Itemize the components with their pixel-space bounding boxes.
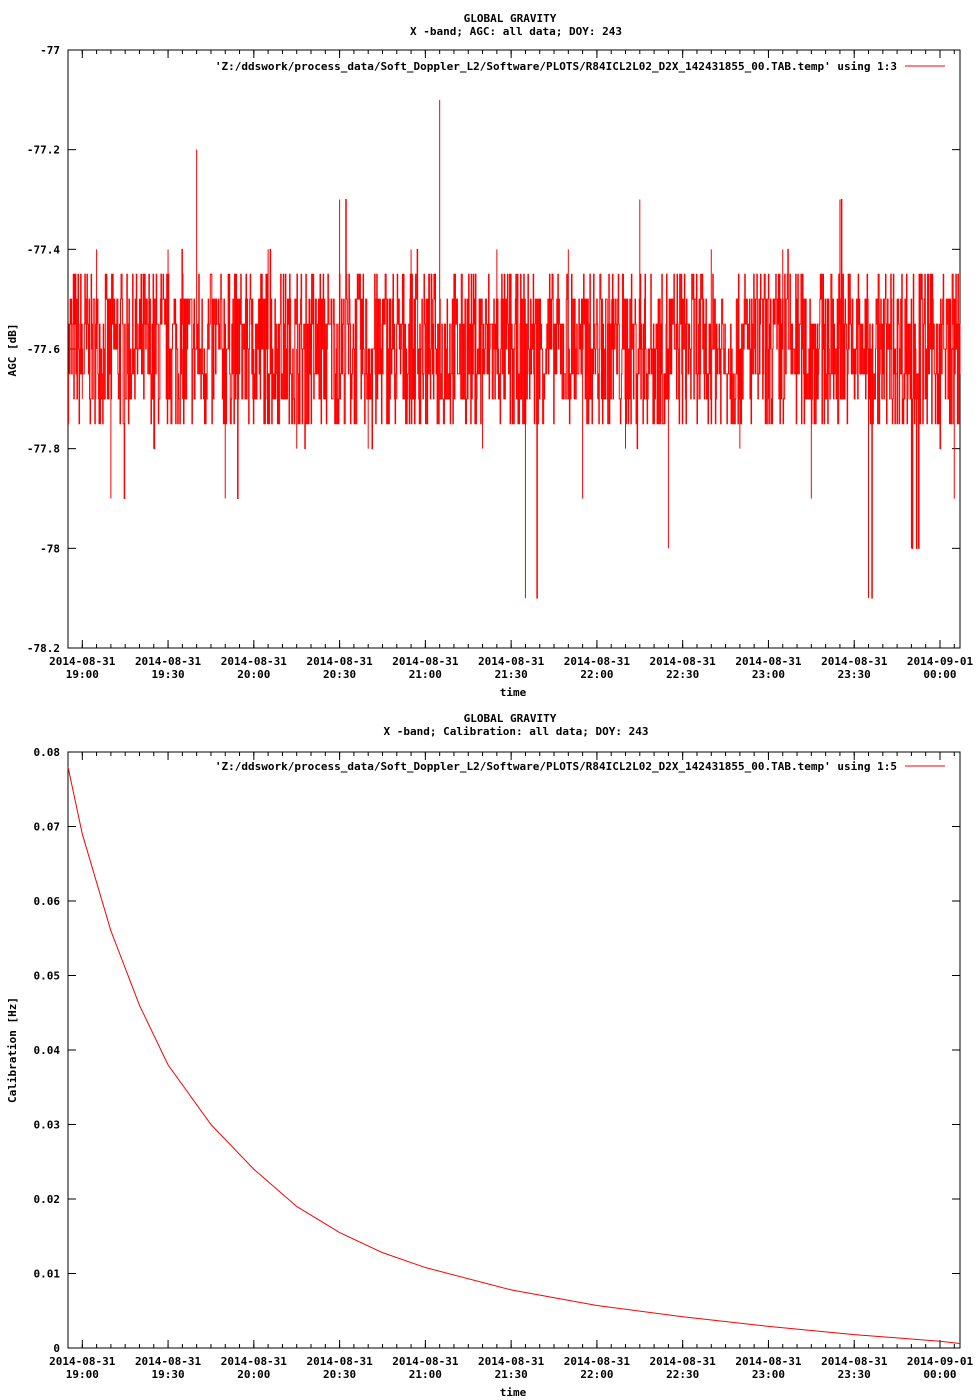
x-tick-label-date: 2014-09-01 (907, 1355, 974, 1368)
x-tick-label-time: 23:00 (752, 1368, 785, 1381)
x-tick-label-date: 2014-08-31 (478, 655, 545, 668)
chart-subtitle: X -band; Calibration: all data; DOY: 243 (384, 725, 649, 738)
y-tick-label: -77.8 (27, 443, 60, 456)
x-tick-label-time: 00:00 (923, 668, 956, 681)
x-tick-label-time: 00:00 (923, 1368, 956, 1381)
x-ticks: 2014-08-3119:002014-08-3119:302014-08-31… (49, 752, 973, 1381)
y-tick-label: -78 (40, 542, 60, 555)
y-axis-label: Calibration [Hz] (6, 997, 19, 1103)
x-axis-label: time (500, 686, 527, 699)
x-tick-label-time: 21:30 (495, 1368, 528, 1381)
y-ticks: -77 -77.2 -77.4 -77.6 -77.8 -78 -78.2 (27, 44, 960, 655)
x-tick-label-time: 20:30 (323, 1368, 356, 1381)
x-tick-label-date: 2014-08-31 (221, 655, 288, 668)
calibration-chart-panel: GLOBAL GRAVITY X -band; Calibration: all… (0, 700, 980, 1400)
x-tick-label-time: 22:30 (666, 668, 699, 681)
x-tick-label-date: 2014-08-31 (735, 655, 802, 668)
x-tick-label-time: 20:30 (323, 668, 356, 681)
x-tick-label-time: 23:30 (838, 1368, 871, 1381)
x-tick-label-date: 2014-08-31 (564, 655, 631, 668)
x-tick-label-time: 20:00 (237, 1368, 270, 1381)
x-tick-label-date: 2014-08-31 (564, 1355, 631, 1368)
y-tick-label: 0.04 (34, 1044, 61, 1057)
x-ticks: 2014-08-3119:002014-08-3119:302014-08-31… (49, 50, 973, 681)
agc-chart: GLOBAL GRAVITY X -band; AGC: all data; D… (6, 12, 973, 699)
x-tick-label-date: 2014-08-31 (221, 1355, 288, 1368)
x-tick-label-date: 2014-08-31 (306, 655, 373, 668)
calibration-chart: GLOBAL GRAVITY X -band; Calibration: all… (6, 712, 973, 1399)
x-tick-label-time: 23:00 (752, 668, 785, 681)
chart-subtitle: X -band; AGC: all data; DOY: 243 (410, 25, 622, 38)
y-ticks: 0.08 0.07 0.06 0.05 0.04 0.03 0.02 0.01 0 (34, 746, 960, 1355)
y-tick-label: -77.6 (27, 343, 60, 356)
y-tick-label: -77.4 (27, 243, 60, 256)
x-tick-label-date: 2014-08-31 (650, 1355, 717, 1368)
x-tick-label-date: 2014-09-01 (907, 655, 974, 668)
x-tick-label-date: 2014-08-31 (135, 655, 202, 668)
y-tick-label: 0.01 (34, 1268, 61, 1281)
x-tick-label-date: 2014-08-31 (49, 655, 116, 668)
y-tick-label: 0.03 (34, 1119, 61, 1132)
x-tick-label-time: 21:00 (409, 1368, 442, 1381)
x-tick-label-time: 19:00 (66, 1368, 99, 1381)
y-tick-label: 0.02 (34, 1193, 61, 1206)
x-tick-label-date: 2014-08-31 (49, 1355, 116, 1368)
y-tick-label: 0.08 (34, 746, 61, 759)
x-tick-label-date: 2014-08-31 (821, 655, 888, 668)
x-tick-label-date: 2014-08-31 (735, 1355, 802, 1368)
y-tick-label: 0.05 (34, 970, 61, 983)
x-tick-label-date: 2014-08-31 (392, 1355, 459, 1368)
y-tick-label: 0.06 (34, 895, 61, 908)
x-tick-label-time: 22:30 (666, 1368, 699, 1381)
x-tick-label-date: 2014-08-31 (135, 1355, 202, 1368)
x-tick-label-date: 2014-08-31 (306, 1355, 373, 1368)
chart-title: GLOBAL GRAVITY (464, 12, 557, 25)
x-tick-label-time: 22:00 (580, 668, 613, 681)
legend-label: 'Z:/ddswork/process_data/Soft_Doppler_L2… (215, 760, 897, 773)
x-tick-label-date: 2014-08-31 (392, 655, 459, 668)
x-tick-label-time: 21:30 (495, 668, 528, 681)
x-tick-label-time: 22:00 (580, 1368, 613, 1381)
x-axis-label: time (500, 1386, 527, 1399)
x-tick-label-time: 20:00 (237, 668, 270, 681)
y-tick-label: 0.07 (34, 821, 61, 834)
y-tick-label: -78.2 (27, 642, 60, 655)
y-tick-label: -77 (40, 44, 60, 57)
chart-title: GLOBAL GRAVITY (464, 712, 557, 725)
x-tick-label-date: 2014-08-31 (821, 1355, 888, 1368)
x-tick-label-time: 23:30 (838, 668, 871, 681)
x-tick-label-time: 19:30 (152, 668, 185, 681)
x-tick-label-time: 21:00 (409, 668, 442, 681)
x-tick-label-time: 19:00 (66, 668, 99, 681)
series-layer (68, 99, 961, 599)
agc-chart-panel: GLOBAL GRAVITY X -band; AGC: all data; D… (6, 12, 973, 699)
y-axis-label: AGC [dB] (6, 324, 19, 377)
series-layer (67, 766, 961, 1345)
y-tick-label: -77.2 (27, 144, 60, 157)
series-line-0 (67, 766, 961, 1345)
series-line-0 (68, 99, 961, 599)
x-tick-label-date: 2014-08-31 (478, 1355, 545, 1368)
x-tick-label-date: 2014-08-31 (650, 655, 717, 668)
plot-frame (67, 751, 961, 1349)
x-tick-label-time: 19:30 (152, 1368, 185, 1381)
legend-label: 'Z:/ddswork/process_data/Soft_Doppler_L2… (215, 60, 897, 73)
y-tick-label: 0 (53, 1342, 60, 1355)
